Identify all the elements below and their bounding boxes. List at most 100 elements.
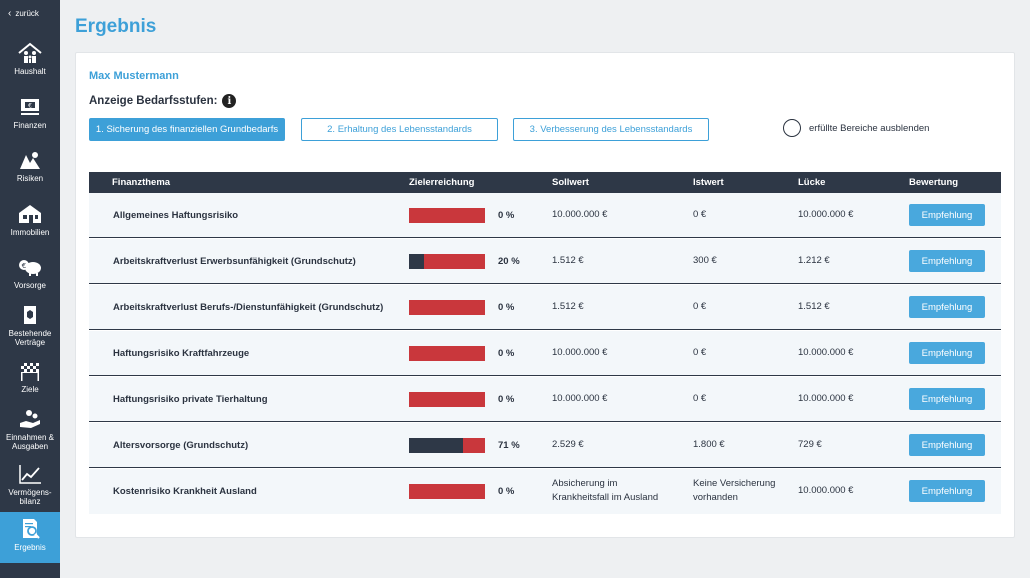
empfehlung-button[interactable]: Empfehlung — [909, 480, 985, 502]
back-label: zurück — [15, 9, 39, 18]
progress-bar — [409, 300, 485, 315]
nav-item-einnahmen-ausgaben[interactable]: Einnahmen & Ausgaben — [0, 408, 60, 451]
row-soll-line: Krankheitsfall im Ausland — [552, 492, 659, 503]
empfehlung-button[interactable]: Empfehlung — [909, 388, 985, 410]
row-soll: 1.512 € — [552, 255, 584, 266]
nav-item-vorsorge[interactable]: € Vorsorge — [0, 256, 60, 290]
row-luecke: 10.000.000 € — [798, 393, 854, 404]
col-zielerreichung: Zielerreichung — [409, 177, 475, 188]
sidebar: ‹ zurück Haushalt € Finanzen Risiken — [0, 0, 60, 578]
table-row: Arbeitskraftverlust Berufs-/Dienstunfähi… — [89, 285, 1001, 330]
nav-label: Bestehende — [8, 329, 52, 338]
nav-item-ergebnis[interactable]: Ergebnis — [0, 512, 60, 563]
table-row: Haftungsrisiko private Tierhaltung 0 % 1… — [89, 377, 1001, 422]
nav-item-bestehende-vertraege[interactable]: Bestehende Verträge — [0, 304, 60, 347]
nav-label: Ziele — [21, 385, 39, 394]
row-ist: 300 € — [693, 255, 717, 266]
progress-fill — [409, 254, 425, 269]
income-hand-icon — [20, 410, 40, 428]
document-search-icon — [23, 519, 40, 539]
level-3-button[interactable]: 3. Verbesserung des Lebensstandards — [513, 118, 709, 141]
empfehlung-button[interactable]: Empfehlung — [909, 204, 985, 226]
col-istwert: Istwert — [693, 177, 724, 188]
row-luecke: 1.212 € — [798, 255, 830, 266]
radio-circle-icon[interactable] — [783, 119, 801, 137]
nav-item-immobilien[interactable]: Immobilien — [0, 203, 60, 237]
col-sollwert: Sollwert — [552, 177, 589, 188]
row-luecke: 10.000.000 € — [798, 485, 854, 496]
col-finanzthema: Finanzthema — [112, 177, 171, 188]
row-soll: 10.000.000 € — [552, 209, 608, 220]
row-topic: Altersvorsorge (Grundschutz) — [113, 439, 249, 451]
row-topic: Haftungsrisiko Kraftfahrzeuge — [113, 347, 250, 359]
row-luecke: 729 € — [798, 439, 822, 450]
nav-label: Haushalt — [14, 67, 46, 76]
levels-label: Anzeige Bedarfsstufen: i — [89, 94, 237, 108]
row-ist: 0 € — [693, 209, 707, 220]
row-ist: Keine Versicherung vorhanden — [693, 469, 775, 513]
col-bewertung: Bewertung — [909, 177, 959, 188]
table-row: Kostenrisiko Krankheit Ausland 0 % Absic… — [89, 469, 1001, 514]
progress-bar — [409, 438, 485, 453]
progress-bar — [409, 254, 485, 269]
row-luecke: 1.512 € — [798, 301, 830, 312]
nav-label: Ausgaben — [11, 442, 49, 451]
empfehlung-button[interactable]: Empfehlung — [909, 434, 985, 456]
row-percent: 20 % — [498, 255, 520, 267]
house-family-icon — [18, 42, 42, 63]
empfehlung-button[interactable]: Empfehlung — [909, 250, 985, 272]
nav-item-finanzen[interactable]: € Finanzen — [0, 96, 60, 130]
table-header: Finanzthema Zielerreichung Sollwert Istw… — [89, 172, 1001, 193]
row-ist: 1.800 € — [693, 439, 725, 450]
nav-label: Vermögens- — [8, 488, 52, 497]
levels-label-text: Anzeige Bedarfsstufen: — [89, 95, 218, 107]
piggy-bank-icon: € — [19, 260, 41, 276]
client-name: Max Mustermann — [89, 70, 179, 82]
nav-label: bilanz — [19, 497, 41, 506]
col-luecke: Lücke — [798, 177, 826, 188]
checkered-flag-icon — [21, 363, 39, 381]
row-ist: 0 € — [693, 301, 707, 312]
money-icon: € — [21, 99, 39, 115]
row-topic: Allgemeines Haftungsrisiko — [113, 209, 239, 221]
nav-label: Risiken — [16, 174, 44, 183]
table-row: Altersvorsorge (Grundschutz) 71 % 2.529 … — [89, 423, 1001, 468]
nav-item-ziele[interactable]: Ziele — [0, 360, 60, 394]
progress-bar — [409, 346, 485, 361]
table-row: Allgemeines Haftungsrisiko 0 % 10.000.00… — [89, 193, 1001, 238]
nav-item-vermoegensbilanz[interactable]: Vermögens- bilanz — [0, 463, 60, 506]
empfehlung-button[interactable]: Empfehlung — [909, 296, 985, 318]
back-link[interactable]: ‹ zurück — [8, 8, 39, 19]
row-ist-line: vorhanden — [693, 492, 738, 503]
row-ist-line: Keine Versicherung — [693, 478, 776, 489]
row-percent: 0 % — [498, 209, 515, 221]
level-2-button[interactable]: 2. Erhaltung des Lebensstandards — [301, 118, 498, 141]
chevron-left-icon: ‹ — [8, 8, 12, 19]
nav-label: Ergebnis — [14, 543, 46, 552]
row-ist: 0 € — [693, 393, 707, 404]
hide-fulfilled-label: erfüllte Bereiche ausblenden — [809, 122, 930, 134]
row-soll: 10.000.000 € — [552, 347, 608, 358]
level-1-button[interactable]: 1. Sicherung des finanziellen Grundbedar… — [89, 118, 285, 141]
row-topic: Arbeitskraftverlust Berufs-/Dienstunfähi… — [113, 301, 384, 313]
empfehlung-button[interactable]: Empfehlung — [909, 342, 985, 364]
nav-item-haushalt[interactable]: Haushalt — [0, 42, 60, 76]
nav-label: Immobilien — [10, 228, 50, 237]
row-luecke: 10.000.000 € — [798, 347, 854, 358]
row-percent: 0 % — [498, 485, 515, 497]
info-icon[interactable]: i — [222, 94, 237, 108]
row-percent: 71 % — [498, 439, 520, 451]
row-topic: Haftungsrisiko private Tierhaltung — [113, 393, 268, 405]
row-soll: 2.529 € — [552, 439, 584, 450]
row-soll: 10.000.000 € — [552, 393, 608, 404]
nav-label: Einnahmen & — [5, 433, 55, 442]
progress-fill — [409, 438, 463, 453]
progress-bar — [409, 392, 485, 407]
progress-bar — [409, 484, 485, 499]
nav-item-risiken[interactable]: Risiken — [0, 149, 60, 183]
contract-icon — [24, 306, 36, 324]
page-title: Ergebnis — [75, 16, 157, 37]
hide-fulfilled-toggle[interactable]: erfüllte Bereiche ausblenden — [783, 119, 929, 137]
svg-text:€: € — [22, 262, 26, 270]
row-percent: 0 % — [498, 393, 515, 405]
